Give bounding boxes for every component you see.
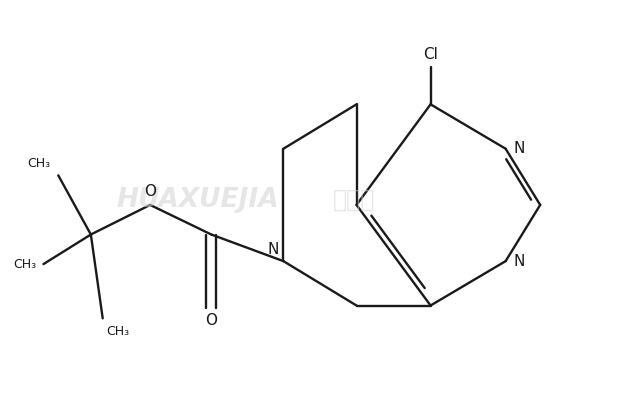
Text: 化学加: 化学加 [333, 188, 375, 212]
Text: N: N [513, 254, 524, 269]
Text: N: N [267, 242, 278, 257]
Text: CH₃: CH₃ [106, 324, 129, 338]
Text: O: O [144, 184, 156, 199]
Text: N: N [513, 141, 524, 156]
Text: HUAXUEJIA: HUAXUEJIA [117, 187, 279, 213]
Text: CH₃: CH₃ [13, 258, 36, 270]
Text: CH₃: CH₃ [28, 157, 51, 170]
Text: Cl: Cl [423, 47, 438, 62]
Text: O: O [205, 314, 217, 328]
